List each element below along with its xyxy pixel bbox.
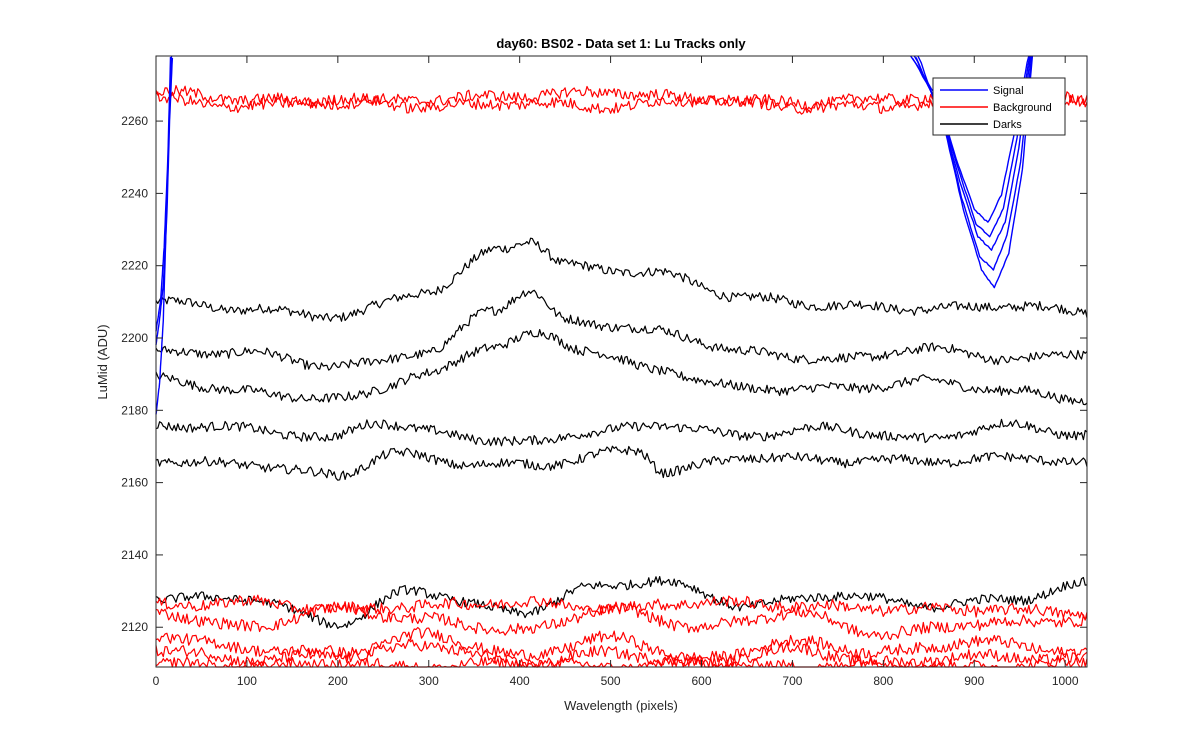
x-tick-label: 0 — [153, 674, 160, 688]
signal-series-line — [917, 55, 1034, 289]
signal-series-line — [155, 57, 174, 346]
x-tick-label: 400 — [510, 674, 530, 688]
axes-box — [155, 55, 1088, 668]
signal-series-line — [155, 56, 172, 332]
legend-label-background: Background — [993, 102, 1052, 114]
x-tick-label: 500 — [601, 674, 621, 688]
x-tick-label: 600 — [691, 674, 711, 688]
legend: Signal Background Darks — [932, 77, 1066, 136]
darks-series-line — [155, 445, 1088, 481]
plot-area — [156, 56, 1087, 667]
darks-series-line — [155, 418, 1088, 447]
background-series-line — [155, 638, 1088, 668]
background-series-line — [155, 84, 1088, 111]
legend-label-darks: Darks — [993, 119, 1022, 131]
y-tick-label: 2180 — [121, 403, 148, 417]
y-axis-label: LuMid (ADU) — [95, 324, 110, 399]
y-tick-label: 2140 — [121, 548, 148, 562]
background-series-line — [155, 626, 1088, 664]
x-tick-label: 800 — [873, 674, 893, 688]
x-tick-label: 900 — [964, 674, 984, 688]
x-tick-label: 300 — [419, 674, 439, 688]
y-tick-label: 2260 — [121, 114, 148, 128]
x-axis-label: Wavelength (pixels) — [564, 698, 678, 713]
darks-series-line — [155, 237, 1088, 322]
y-tick-label: 2220 — [121, 259, 148, 273]
x-tick-label: 1000 — [1052, 674, 1079, 688]
background-series-line — [155, 91, 1088, 115]
series-layer — [155, 55, 1088, 668]
background-series-line — [155, 601, 1088, 641]
darks-series-line — [155, 329, 1088, 406]
chart-title: day60: BS02 - Data set 1: Lu Tracks only — [496, 36, 746, 51]
x-tick-label: 200 — [328, 674, 348, 688]
y-tick-label: 2200 — [121, 331, 148, 345]
darks-series-line — [155, 289, 1088, 371]
y-tick-label: 2160 — [121, 476, 148, 490]
y-tick-label: 2240 — [121, 186, 148, 200]
legend-label-signal: Signal — [993, 85, 1024, 97]
y-tick-label: 2120 — [121, 620, 148, 634]
x-tick-label: 700 — [782, 674, 802, 688]
x-tick-label: 100 — [237, 674, 257, 688]
ticks-layer: 0 100 200 300 400 500 600 700 800 900 1000 2120 2140… — [121, 56, 1087, 688]
